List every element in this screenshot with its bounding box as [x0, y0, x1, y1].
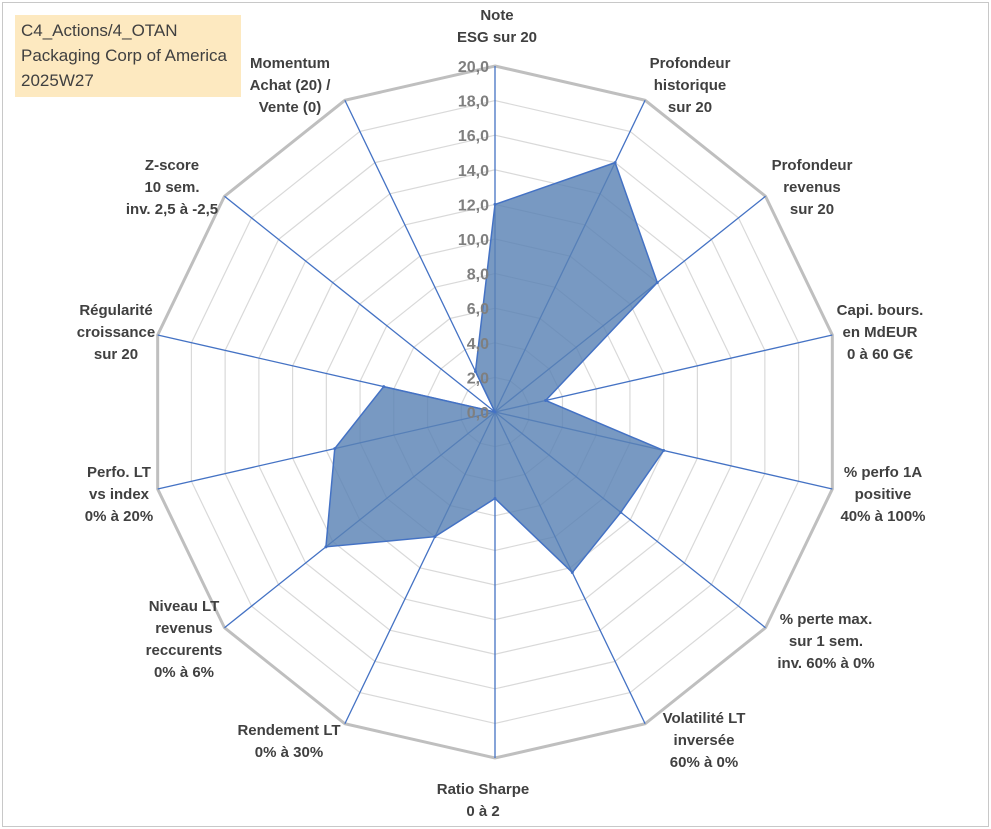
tick-label-2: 4,0 [467, 336, 489, 353]
tick-label-7: 14,0 [458, 163, 489, 180]
data-point-9 [324, 545, 328, 549]
axis-label-1-line-1: historique [653, 77, 727, 94]
axis-spoke-12 [224, 195, 496, 413]
axis-label-3: Capi. bours. en MdEUR 0 à 60 G€ [837, 300, 924, 366]
tick-label-8: 16,0 [458, 128, 489, 145]
axis-label-12-line-2: inv. 2,5 à -2,5 [125, 201, 219, 218]
axis-label-5-line-1: sur 1 sem. [788, 633, 864, 650]
chart-title-box: C4_Actions/4_OTAN Packaging Corp of Amer… [15, 15, 241, 97]
axis-label-13-line-0: Momentum [249, 55, 330, 72]
data-point-10 [333, 447, 337, 451]
data-point-1 [613, 161, 617, 165]
data-point-11 [382, 385, 386, 389]
axis-label-2: Profondeur revenus sur 20 [772, 155, 853, 221]
axis-spoke-3 [494, 334, 833, 413]
axis-spoke-13 [344, 99, 496, 413]
axis-label-10-line-2: 0% à 20% [84, 508, 154, 525]
axis-label-9-line-2: reccurents [145, 642, 223, 659]
tick-label-9: 18,0 [458, 94, 489, 111]
tick-label-4: 8,0 [467, 267, 489, 284]
axis-label-6: Volatilité LT inversée 60% à 0% [663, 708, 746, 774]
axis-label-10-line-1: vs index [88, 486, 150, 503]
data-point-2 [655, 281, 659, 285]
data-point-8 [433, 535, 437, 539]
axis-label-9-line-0: Niveau LT [148, 598, 220, 615]
title-line-week: 2025W27 [21, 71, 94, 90]
axis-label-7-line-1: 0 à 2 [466, 803, 500, 820]
axis-label-0-line-0: Note [480, 7, 514, 24]
axis-label-7: Ratio Sharpe 0 à 2 [437, 779, 530, 823]
axis-label-5: % perte max. sur 1 sem. inv. 60% à 0% [777, 609, 874, 675]
axis-label-8-line-0: Rendement LT [237, 722, 341, 739]
axis-label-2-line-2: sur 20 [789, 201, 835, 218]
axis-label-11-line-1: croissance [76, 324, 156, 341]
data-point-12 [493, 410, 497, 414]
axis-label-3-line-0: Capi. bours. [836, 302, 924, 319]
axis-label-11-line-0: Régularité [79, 302, 153, 319]
axis-label-13: Momentum Achat (20) / Vente (0) [250, 53, 331, 119]
axis-label-12-line-0: Z-score [144, 157, 200, 174]
axis-label-4: % perfo 1A positive 40% à 100% [840, 462, 925, 528]
axis-label-13-line-2: Vente (0) [258, 99, 322, 116]
axis-label-11-line-2: sur 20 [93, 346, 139, 363]
data-point-13 [473, 369, 477, 373]
axis-label-9: Niveau LT revenus reccurents 0% à 6% [146, 596, 223, 684]
axis-label-1-line-2: sur 20 [667, 99, 713, 116]
axis-label-9-line-3: 0% à 6% [153, 664, 215, 681]
axis-label-4-line-2: 40% à 100% [840, 508, 926, 525]
axis-label-9-line-1: revenus [155, 620, 213, 637]
axis-label-8-line-1: 0% à 30% [254, 744, 324, 761]
axis-label-3-line-2: 0 à 60 G€ [847, 346, 913, 363]
tick-label-0: 0,0 [467, 405, 489, 422]
axis-label-1-line-0: Profondeur [649, 55, 731, 72]
data-point-0 [493, 202, 497, 206]
axis-label-6-line-0: Volatilité LT [662, 710, 746, 727]
axis-label-5-line-0: % perte max. [779, 611, 873, 628]
axis-label-8: Rendement LT 0% à 30% [237, 720, 340, 764]
tick-label-1: 2,0 [467, 370, 489, 387]
axis-label-11: Régularité croissance sur 20 [77, 300, 155, 366]
tick-label-3: 6,0 [467, 301, 489, 318]
axis-label-10-line-0: Perfo. LT [87, 464, 151, 481]
axis-label-12: Z-score 10 sem. inv. 2,5 à -2,5 [126, 155, 218, 221]
axis-label-7-line-0: Ratio Sharpe [436, 781, 530, 798]
axis-label-1: Profondeur historique sur 20 [650, 53, 731, 119]
axis-label-6-line-2: 60% à 0% [669, 754, 739, 771]
axis-label-5-line-2: inv. 60% à 0% [777, 655, 875, 672]
axis-label-6-line-1: inversée [673, 732, 735, 749]
tick-label-10: 20,0 [458, 59, 489, 76]
axis-label-3-line-1: en MdEUR [842, 324, 918, 341]
data-point-4 [662, 448, 666, 452]
axis-label-2-line-1: revenus [783, 179, 841, 196]
axis-label-12-line-1: 10 sem. [144, 179, 200, 196]
axis-label-0: Note ESG sur 20 [457, 5, 537, 49]
data-point-7 [493, 497, 497, 500]
axis-label-4-line-0: % perfo 1A [843, 464, 923, 481]
axis-label-2-line-0: Profondeur [771, 157, 853, 174]
data-point-6 [570, 571, 574, 575]
axis-label-13-line-1: Achat (20) / [249, 77, 331, 94]
tick-label-5: 10,0 [458, 232, 489, 249]
title-line-company: Packaging Corp of America [21, 46, 227, 65]
tick-label-6: 12,0 [458, 197, 489, 214]
axis-label-4-line-1: positive [854, 486, 912, 503]
data-point-5 [619, 510, 623, 514]
title-line-collection: C4_Actions/4_OTAN [21, 21, 178, 40]
axis-label-10: Perfo. LT vs index 0% à 20% [85, 462, 153, 528]
data-point-3 [544, 398, 548, 402]
axis-label-0-line-1: ESG sur 20 [456, 29, 538, 46]
